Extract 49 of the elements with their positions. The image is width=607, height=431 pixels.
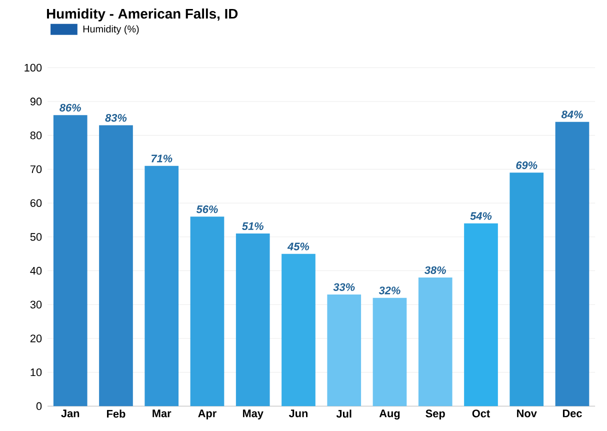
bar	[190, 216, 224, 406]
data-label: 54%	[470, 212, 492, 220]
x-tick-label: Feb	[107, 410, 126, 418]
bar	[236, 234, 270, 406]
y-tick-label: 10	[30, 368, 42, 376]
y-tick-label: 60	[30, 199, 42, 207]
bar	[327, 294, 362, 406]
x-tick-label: Nov	[517, 410, 537, 418]
data-label: 56%	[196, 205, 218, 214]
bar	[510, 172, 544, 406]
bar	[144, 166, 179, 406]
data-label: 84%	[561, 110, 583, 118]
data-label: 83%	[105, 114, 127, 122]
data-label: 38%	[424, 266, 446, 274]
chart-title: Humidity - American Falls, ID	[47, 8, 238, 22]
bar	[372, 298, 407, 406]
y-tick-label: 40	[30, 266, 42, 275]
bar	[99, 125, 133, 406]
x-tick-label: Jul	[336, 410, 352, 418]
bar	[53, 115, 88, 406]
y-tick-label: 30	[30, 300, 42, 308]
y-tick-label: 50	[30, 233, 42, 241]
y-tick-label: 20	[30, 334, 42, 342]
data-label: 32%	[378, 286, 400, 294]
x-tick-label: Apr	[198, 410, 216, 420]
y-tick-label: 70	[30, 165, 42, 174]
y-tick-label: 90	[30, 98, 42, 106]
y-tick-label: 80	[30, 132, 42, 140]
y-tick-label: 0	[36, 402, 42, 410]
x-tick-label: Mar	[152, 410, 172, 418]
data-label: 45%	[287, 242, 310, 250]
x-tick-label: Aug	[379, 410, 400, 420]
bar	[555, 122, 590, 406]
data-label: 71%	[151, 154, 172, 162]
bar	[464, 223, 498, 406]
data-label: 51%	[242, 222, 264, 230]
x-tick-label: Jan	[61, 410, 80, 418]
x-tick-label: Jun	[288, 410, 308, 418]
text: Humidity (%)	[83, 25, 139, 34]
data-label: 69%	[516, 161, 538, 170]
bar	[418, 278, 452, 406]
x-tick-label: Dec	[562, 410, 582, 418]
bar	[282, 254, 316, 406]
data-label: 33%	[333, 283, 355, 291]
data-label: 86%	[60, 104, 81, 112]
y-tick-label: 100	[24, 64, 42, 72]
x-tick-label: Sep	[426, 410, 445, 420]
x-tick-label: Oct	[472, 410, 490, 418]
x-tick-label: May	[242, 410, 264, 420]
